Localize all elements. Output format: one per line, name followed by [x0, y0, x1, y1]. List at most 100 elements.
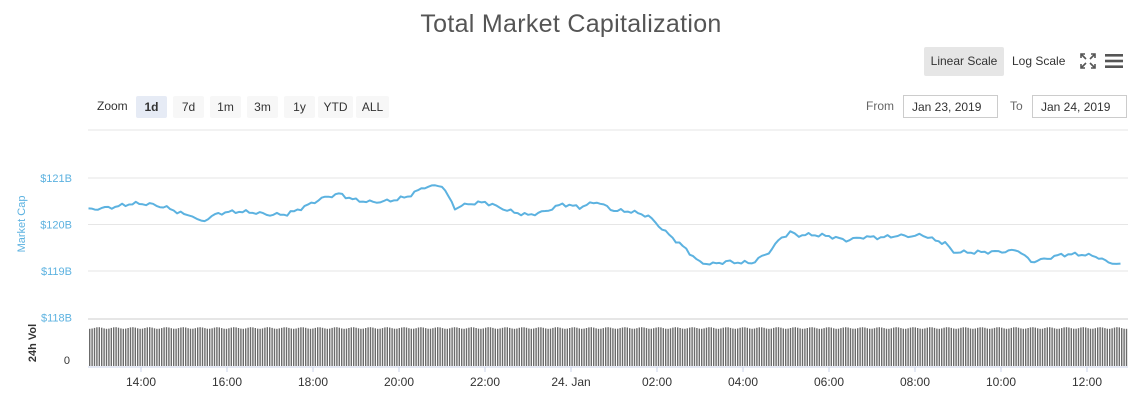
volume-bar — [1020, 328, 1022, 366]
hamburger-menu-icon[interactable] — [1105, 53, 1123, 69]
volume-bar — [264, 327, 266, 366]
volume-bar — [902, 328, 904, 366]
volume-bar — [120, 328, 122, 366]
volume-bar — [197, 327, 199, 366]
volume-bar — [434, 327, 436, 366]
volume-bar — [806, 328, 808, 366]
volume-bar — [686, 328, 688, 366]
volume-bar — [1111, 328, 1113, 366]
x-tick-label: 08:00 — [900, 375, 930, 389]
volume-bar — [578, 328, 580, 366]
volume-bar — [1118, 327, 1120, 366]
volume-bar — [883, 328, 885, 366]
volume-bar — [962, 327, 964, 366]
volume-bar — [170, 328, 172, 366]
volume-bar — [986, 328, 988, 366]
log-scale-button[interactable]: Log Scale — [1012, 54, 1066, 68]
volume-bar — [312, 328, 314, 366]
volume-bar — [432, 328, 434, 366]
volume-bar — [842, 327, 844, 366]
volume-bar — [321, 327, 324, 366]
to-date-input[interactable] — [1032, 95, 1127, 118]
volume-bar — [501, 327, 504, 366]
volume-bar — [931, 327, 933, 366]
volume-bar — [518, 327, 520, 366]
volume-bar — [701, 328, 703, 366]
volume-bar — [129, 327, 132, 366]
volume-bar — [525, 327, 528, 366]
zoom-all-button[interactable]: ALL — [356, 96, 389, 118]
volume-bar — [134, 327, 136, 366]
volume-bar — [948, 327, 950, 366]
volume-bar — [456, 327, 458, 366]
volume-bar — [98, 327, 100, 366]
volume-bar — [372, 327, 374, 366]
volume-bar — [789, 328, 792, 366]
volume-bar — [175, 328, 177, 366]
zoom-ytd-button[interactable]: YTD — [318, 96, 353, 118]
volume-bar — [504, 327, 506, 366]
volume-bar — [710, 327, 712, 366]
volume-bar — [804, 328, 806, 366]
volume-bar — [132, 327, 134, 366]
volume-bar — [511, 328, 513, 366]
volume-bar — [852, 328, 854, 366]
volume-bar — [408, 328, 410, 366]
from-date-input[interactable] — [903, 95, 998, 118]
zoom-1d-button[interactable]: 1d — [136, 96, 167, 118]
volume-bar — [1017, 327, 1020, 366]
volume-bar — [914, 327, 916, 366]
volume-bar — [357, 328, 360, 366]
x-tick-label: 20:00 — [384, 375, 414, 389]
volume-bar — [825, 327, 828, 366]
fullscreen-icon[interactable] — [1080, 53, 1096, 69]
volume-bar — [242, 328, 244, 366]
volume-bar — [247, 327, 249, 366]
zoom-1y-button[interactable]: 1y — [284, 96, 315, 118]
linear-scale-button[interactable]: Linear Scale — [924, 47, 1004, 76]
volume-bar — [396, 328, 398, 366]
volume-bar — [828, 327, 830, 366]
volume-bar — [336, 327, 338, 366]
volume-bar — [1032, 327, 1034, 366]
volume-bar — [285, 327, 288, 366]
volume-bar — [727, 327, 729, 366]
volume-bar — [1125, 328, 1128, 366]
volume-bar — [797, 327, 799, 366]
volume-bar — [900, 328, 902, 366]
volume-bar — [588, 327, 590, 366]
volume-bar — [273, 328, 276, 366]
y-axis-title: Market Cap — [16, 196, 28, 253]
volume-bar — [1008, 328, 1010, 366]
zoom-1m-button[interactable]: 1m — [210, 96, 241, 118]
volume-bar — [189, 328, 192, 366]
volume-bar — [1075, 328, 1077, 366]
volume-bar — [991, 328, 993, 366]
volume-bar — [813, 327, 816, 366]
volume-bar — [1070, 328, 1072, 366]
volume-bar — [564, 328, 566, 366]
volume-bar — [1051, 327, 1053, 366]
volume-bar — [703, 328, 705, 366]
zoom-7d-button[interactable]: 7d — [173, 96, 204, 118]
volume-bar — [696, 328, 698, 366]
volume-bar — [552, 327, 554, 366]
volume-bar — [218, 327, 220, 366]
volume-bar — [713, 327, 715, 366]
volume-bar — [1106, 328, 1108, 366]
volume-bar — [485, 327, 487, 366]
volume-bar — [617, 328, 619, 366]
zoom-3m-button[interactable]: 3m — [247, 96, 278, 118]
volume-bar — [497, 328, 499, 366]
volume-bar — [480, 328, 482, 366]
volume-bar — [998, 327, 1000, 366]
volume-bar — [300, 327, 302, 366]
volume-bar — [849, 328, 852, 366]
volume-bar — [329, 328, 331, 366]
volume-bar — [943, 327, 945, 366]
x-tick-label: 18:00 — [298, 375, 328, 389]
volume-bar — [420, 327, 422, 366]
x-tick-label: 02:00 — [642, 375, 672, 389]
volume-bar — [989, 328, 991, 366]
